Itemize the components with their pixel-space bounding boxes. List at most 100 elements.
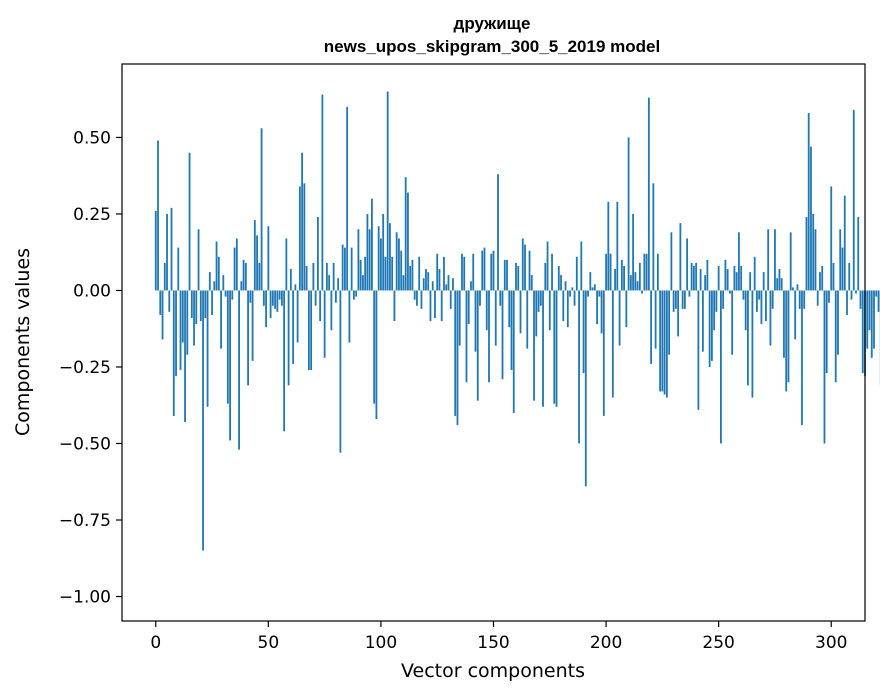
bar [584,290,587,487]
bar [476,290,479,401]
bar [472,253,475,291]
bar [521,238,524,291]
bar [683,290,686,309]
bar [762,272,765,291]
bar [265,290,267,328]
bar [362,275,364,291]
bar [316,217,319,291]
y-tick-label: −0.75 [59,511,111,531]
bar [492,250,495,291]
bar [402,275,405,291]
y-tick-label: 0.25 [73,205,111,225]
bar [726,269,729,291]
bar [262,290,265,306]
bar [629,275,632,291]
bar [461,253,463,291]
bar [528,250,531,291]
bar [494,290,497,346]
bar [179,290,182,371]
bar [217,256,220,291]
bar [578,290,580,444]
bar [409,265,412,291]
bar [812,213,815,291]
bar [346,106,349,291]
bar [661,290,664,392]
bar [627,137,630,291]
bar [663,290,666,395]
bar [530,275,533,291]
bar [783,290,785,358]
bar [792,287,794,291]
bar [749,272,752,291]
bar [841,247,844,291]
bar [269,290,272,319]
bar [742,290,745,300]
bar [659,290,662,392]
y-tick-label: −0.50 [59,434,111,454]
bar [407,192,409,291]
bar [873,290,875,349]
bar [575,256,578,291]
bar [382,213,385,291]
bar [357,229,360,291]
bar [449,290,452,309]
bar [589,272,592,291]
bar [634,272,637,291]
bar [337,278,340,291]
bar [204,290,207,319]
bar [819,272,821,291]
bar [208,272,211,291]
bar [708,290,711,367]
bar [157,140,159,291]
bar [717,265,720,291]
bar [508,290,511,328]
bar [258,262,261,291]
bar [810,146,812,291]
bar [706,259,709,291]
bar [877,290,880,312]
bar [463,256,466,291]
bar [679,223,682,291]
bar [301,152,304,291]
bar [438,269,441,291]
bar [389,223,391,291]
bar [159,290,162,315]
bar [512,290,515,413]
bar [857,217,860,291]
y-tick-label: 0.00 [73,281,111,301]
bar [837,290,839,355]
y-tick-label: −1.00 [59,588,111,608]
bar [607,201,610,291]
bar [458,290,461,346]
bar [609,253,612,291]
bar [605,253,607,291]
plot-frame [121,63,866,622]
bar [620,259,623,291]
bar [353,290,355,300]
bar [690,262,693,291]
bar [427,272,430,291]
bar [251,290,254,361]
bar [515,262,517,291]
bar [440,290,443,322]
bar [328,275,331,291]
bar [861,290,864,374]
bar [843,195,846,291]
x-tick-label: 0 [150,633,161,653]
bar [434,290,436,319]
bar [794,290,797,340]
x-tick-label: 250 [702,633,734,653]
bar [215,241,218,291]
x-axis-ticks: 0 50 100 150 200 250 300 [150,621,847,653]
bar [695,262,698,291]
bar [287,290,290,386]
bar [672,290,675,312]
bar [184,290,186,423]
bar [855,290,857,294]
bar [638,262,641,291]
bar [524,244,526,291]
x-tick-label: 50 [258,633,280,653]
bar [242,259,245,291]
bar [519,290,522,334]
bar [774,229,776,291]
